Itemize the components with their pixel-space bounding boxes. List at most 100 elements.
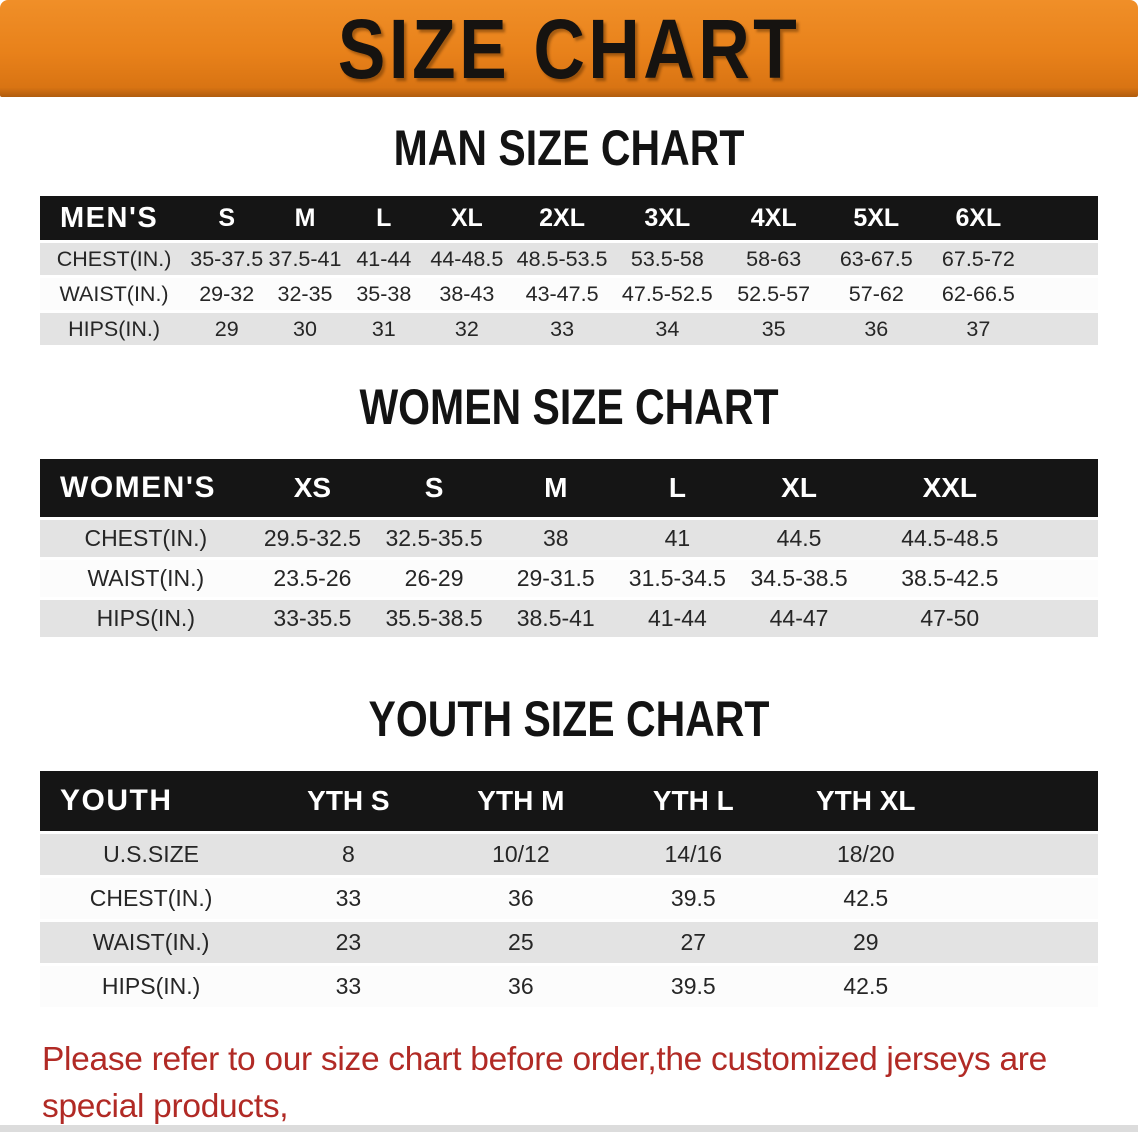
size-value-cell: 38-43	[422, 278, 511, 310]
table-row: WAIST(IN.) 23.5-26 26-29 29-31.5 31.5-34.5 34…	[40, 560, 1098, 597]
table-title-cell: YOUTH	[40, 771, 263, 831]
size-column-header: 5XL	[826, 196, 927, 240]
size-value-cell: 42.5	[779, 966, 952, 1007]
table-row: CHEST(IN.) 29.5-32.5 32.5-35.5 38 41 44.5 44.5…	[40, 520, 1098, 557]
size-value-cell: 52.5-57	[721, 278, 827, 310]
size-value-cell: 14/16	[607, 834, 780, 875]
measure-label-cell: HIPS(IN.)	[40, 966, 263, 1007]
size-header-row: WOMEN'S XS S M L XL XXL	[40, 459, 1098, 517]
measure-label-cell: WAIST(IN.)	[40, 560, 252, 597]
size-value-cell: 31	[344, 313, 423, 345]
row-filler-cell	[1030, 243, 1098, 275]
size-column-header: 3XL	[613, 196, 722, 240]
row-filler-cell	[951, 834, 1098, 875]
size-value-cell: 47.5-52.5	[613, 278, 722, 310]
header-filler-cell	[1039, 459, 1098, 517]
measure-label-cell: U.S.SIZE	[40, 834, 263, 875]
measure-label-cell: CHEST(IN.)	[40, 520, 252, 557]
size-value-cell: 39.5	[607, 878, 780, 919]
size-value-cell: 34.5-38.5	[738, 560, 860, 597]
size-value-cell: 30	[265, 313, 345, 345]
size-value-cell: 48.5-53.5	[510, 243, 614, 275]
size-value-cell: 38.5-41	[494, 600, 617, 637]
size-value-cell: 33	[262, 878, 435, 919]
table-row: WAIST(IN.) 23 25 27 29	[40, 922, 1098, 963]
row-filler-cell	[1030, 313, 1098, 345]
size-value-cell: 37	[926, 313, 1031, 345]
size-column-header: YTH M	[434, 771, 608, 831]
youth-section-heading: YOUTH SIZE CHART	[368, 691, 770, 747]
size-value-cell: 29.5-32.5	[251, 520, 374, 557]
size-value-cell: 35-38	[344, 278, 423, 310]
size-value-cell: 29	[188, 313, 266, 345]
size-value-cell: 36	[434, 966, 608, 1007]
size-column-header: XL	[738, 459, 860, 517]
banner-title: SIZE CHART	[337, 1, 801, 96]
measure-label-cell: WAIST(IN.)	[40, 922, 263, 963]
size-value-cell: 37.5-41	[265, 243, 345, 275]
size-header-row: YOUTH YTH S YTH M YTH L YTH XL	[40, 771, 1098, 831]
size-value-cell: 63-67.5	[826, 243, 927, 275]
table-row: WAIST(IN.) 29-32 32-35 35-38 38-43 43-47.5 47.…	[40, 278, 1098, 310]
size-value-cell: 41-44	[344, 243, 423, 275]
size-value-cell: 25	[434, 922, 608, 963]
size-column-header: XL	[422, 196, 511, 240]
table-row: CHEST(IN.) 33 36 39.5 42.5	[40, 878, 1098, 919]
measure-label-cell: HIPS(IN.)	[40, 313, 189, 345]
size-value-cell: 41	[616, 520, 739, 557]
row-filler-cell	[951, 922, 1098, 963]
measure-label-cell: HIPS(IN.)	[40, 600, 252, 637]
size-column-header: 4XL	[721, 196, 827, 240]
size-value-cell: 34	[613, 313, 722, 345]
size-column-header: XS	[251, 459, 374, 517]
size-value-cell: 41-44	[616, 600, 739, 637]
row-filler-cell	[1039, 520, 1098, 557]
size-value-cell: 62-66.5	[926, 278, 1031, 310]
size-value-cell: 35.5-38.5	[373, 600, 495, 637]
header-filler-cell	[951, 771, 1098, 831]
size-value-cell: 32.5-35.5	[373, 520, 495, 557]
size-value-cell: 32	[422, 313, 511, 345]
size-value-cell: 43-47.5	[510, 278, 614, 310]
header-filler-cell	[1030, 196, 1098, 240]
youth-size-table: YOUTH YTH S YTH M YTH L YTH XL U.S.SIZE 8 10/12…	[40, 768, 1098, 1010]
size-column-header: S	[373, 459, 495, 517]
size-column-header: XXL	[859, 459, 1040, 517]
size-value-cell: 47-50	[859, 600, 1040, 637]
men-size-section: MAN SIZE CHART MEN'S S M L XL 2XL 3XL 4XL 5XL 6XL…	[0, 123, 1138, 348]
row-filler-cell	[951, 878, 1098, 919]
size-value-cell: 35	[721, 313, 827, 345]
size-column-header: 6XL	[926, 196, 1031, 240]
size-value-cell: 38	[494, 520, 617, 557]
row-filler-cell	[1039, 560, 1098, 597]
size-value-cell: 36	[434, 878, 608, 919]
size-value-cell: 23.5-26	[251, 560, 374, 597]
women-section-heading: WOMEN SIZE CHART	[359, 379, 779, 435]
size-value-cell: 42.5	[779, 878, 952, 919]
women-size-section: WOMEN SIZE CHART WOMEN'S XS S M L XL XXL CHEST(…	[0, 382, 1138, 640]
size-value-cell: 18/20	[779, 834, 952, 875]
size-value-cell: 44.5	[738, 520, 860, 557]
size-column-header: S	[188, 196, 266, 240]
size-value-cell: 44-47	[738, 600, 860, 637]
size-column-header: YTH XL	[779, 771, 952, 831]
size-column-header: M	[265, 196, 345, 240]
row-filler-cell	[1030, 278, 1098, 310]
size-value-cell: 38.5-42.5	[859, 560, 1040, 597]
table-row: CHEST(IN.) 35-37.5 37.5-41 41-44 44-48.5 48.5…	[40, 243, 1098, 275]
banner: SIZE CHART	[0, 0, 1138, 97]
size-column-header: 2XL	[510, 196, 614, 240]
measure-label-cell: CHEST(IN.)	[40, 243, 189, 275]
women-size-table: WOMEN'S XS S M L XL XXL CHEST(IN.) 29.5-32.5 32.5…	[40, 456, 1098, 640]
size-header-row: MEN'S S M L XL 2XL 3XL 4XL 5XL 6XL	[40, 196, 1098, 240]
size-column-header: L	[616, 459, 739, 517]
size-value-cell: 29-31.5	[494, 560, 617, 597]
table-title-cell: MEN'S	[40, 196, 189, 240]
table-row: HIPS(IN.) 29 30 31 32 33 34 35 36 37	[40, 313, 1098, 345]
table-row: HIPS(IN.) 33 36 39.5 42.5	[40, 966, 1098, 1007]
size-value-cell: 31.5-34.5	[616, 560, 739, 597]
size-column-header: M	[494, 459, 617, 517]
size-value-cell: 53.5-58	[613, 243, 722, 275]
size-value-cell: 39.5	[607, 966, 780, 1007]
